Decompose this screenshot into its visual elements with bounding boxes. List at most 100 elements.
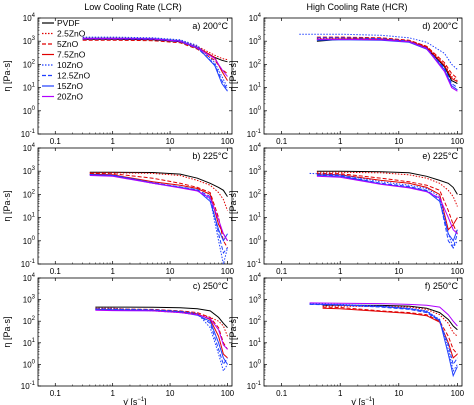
x-tick-label: 10	[166, 389, 175, 398]
panel-f: 10-1 100 101 102 103 104 0.1 1 10 100 η [Pa·s] f) 2…	[228, 273, 465, 405]
y-tick-label: 101	[23, 338, 36, 348]
y-tick-label: 102	[23, 59, 36, 69]
y-tick-label: 104	[249, 273, 262, 283]
series-line-5zno	[82, 39, 228, 75]
y-tick-label: 101	[249, 338, 262, 348]
y-tick-label: 101	[23, 213, 36, 223]
y-tick-label: 102	[23, 316, 36, 326]
series-line-20zno	[82, 38, 228, 77]
series-line-15zno	[316, 39, 458, 91]
x-tick-label: 0.1	[276, 389, 288, 398]
column-title-lcr: Low Cooling Rate (LCR)	[84, 2, 182, 12]
series-line-20zno	[316, 175, 458, 235]
series-line-pvdf	[89, 171, 228, 197]
y-tick-label: 100	[249, 359, 262, 369]
y-tick-label: 102	[249, 59, 262, 69]
x-tick-label: 1	[338, 137, 343, 146]
series-line-25zno	[316, 37, 458, 82]
x-tick-label: 1	[110, 137, 115, 146]
panel-label: a) 200°C	[192, 21, 228, 31]
legend-label: 2.5ZnO	[57, 29, 86, 39]
y-tick-label: 10-1	[247, 259, 262, 269]
series-line-5zno	[322, 306, 458, 355]
series-line-75zno	[82, 38, 228, 81]
series-line-10zno	[299, 33, 458, 70]
y-tick-label: 101	[23, 83, 36, 93]
series-line-20zno	[89, 175, 228, 242]
y-tick-label: 103	[23, 36, 36, 46]
y-tick-label: 102	[249, 189, 262, 199]
y-axis-label: η [Pa·s]	[228, 60, 238, 91]
y-tick-label: 104	[249, 13, 262, 23]
panel-label: b) 225°C	[192, 151, 228, 161]
series-line-10zno	[309, 172, 458, 249]
panel-c: 10-1 100 101 102 103 104 0.1 1 10 100 η [Pa·s] c) 2…	[2, 273, 235, 405]
legend-label: 20ZnO	[57, 92, 83, 102]
x-tick-label: 0.1	[50, 137, 62, 146]
x-tick-label: 0.1	[50, 267, 62, 276]
y-tick-label: 100	[23, 106, 36, 116]
plot-frame	[263, 17, 463, 135]
series-line-5zno	[89, 172, 228, 249]
panel-b: 10-1 100 101 102 103 104 0.1 1 10 100 η [Pa·s] b) 2…	[2, 143, 235, 276]
y-tick-label: 10-1	[21, 381, 36, 391]
legend-label: 15ZnO	[57, 81, 83, 91]
panel-a: 10-1 100 101 102 103 104 0.1 1 10 100 η [Pa·s] a) 2…	[2, 13, 235, 146]
panel-d: 10-1 100 101 102 103 104 0.1 1 10 100 η [Pa·s] d) 2…	[228, 13, 465, 146]
x-tick-label: 100	[451, 137, 465, 146]
panel-e: 10-1 100 101 102 103 104 0.1 1 10 100 η [Pa·s] e) 2…	[228, 143, 465, 276]
y-tick-label: 101	[249, 83, 262, 93]
y-tick-label: 103	[249, 166, 262, 176]
x-tick-label: 100	[451, 267, 465, 276]
series-line-125zno	[316, 37, 458, 89]
series-line-pvdf	[82, 38, 228, 63]
x-tick-label: 1	[110, 389, 115, 398]
series-line-pvdf	[95, 306, 228, 329]
y-tick-label: 10-1	[21, 129, 36, 139]
x-tick-label: 1	[338, 267, 343, 276]
series-line-75zno	[322, 307, 458, 359]
series-line-20zno	[316, 38, 458, 92]
plot-frame	[263, 277, 463, 387]
series-line-5zno	[95, 308, 228, 350]
x-tick-label: 0.1	[50, 389, 62, 398]
x-tick-label: 1	[338, 389, 343, 398]
x-tick-label: 1	[110, 267, 115, 276]
plot-frame	[263, 147, 463, 265]
x-tick-label: 100	[451, 389, 465, 398]
y-tick-label: 104	[23, 273, 36, 283]
series-line-75zno	[95, 308, 228, 359]
panel-label: f) 250°C	[425, 281, 459, 291]
series-line-15zno	[316, 175, 458, 242]
legend: PVDF2.5ZnO5ZnO7.5ZnO10ZnO12.5ZnO15ZnO20Z…	[42, 18, 90, 102]
series-line-pvdf	[316, 170, 458, 195]
y-tick-label: 103	[23, 166, 36, 176]
panel-label: c) 250°C	[193, 281, 229, 291]
y-axis-label: η [Pa·s]	[228, 190, 238, 221]
y-tick-label: 100	[249, 106, 262, 116]
series-line-25zno	[95, 307, 228, 337]
series-line-10zno	[309, 303, 458, 373]
y-tick-label: 102	[23, 189, 36, 199]
series-line-125zno	[82, 38, 228, 91]
y-tick-label: 100	[23, 236, 36, 246]
legend-label: PVDF	[57, 18, 80, 28]
column-title-hcr: High Cooling Rate (HCR)	[306, 2, 407, 12]
series-line-20zno	[95, 309, 228, 350]
series-line-15zno	[309, 303, 458, 378]
series-line-10zno	[89, 174, 228, 265]
y-tick-label: 104	[23, 143, 36, 153]
x-tick-label: 10	[394, 267, 403, 276]
y-tick-label: 100	[23, 359, 36, 369]
x-tick-label: 100	[221, 389, 235, 398]
x-tick-label: 0.1	[276, 137, 288, 146]
series-line-5zno	[316, 172, 458, 235]
series-line-15zno	[82, 37, 228, 92]
series-line-125zno	[316, 174, 458, 249]
x-tick-label: 10	[394, 389, 403, 398]
series-line-20zno	[309, 302, 458, 327]
x-tick-label: 10	[166, 137, 175, 146]
y-tick-label: 10-1	[247, 381, 262, 391]
x-axis-label: γ̇ [s−1]	[123, 397, 146, 405]
